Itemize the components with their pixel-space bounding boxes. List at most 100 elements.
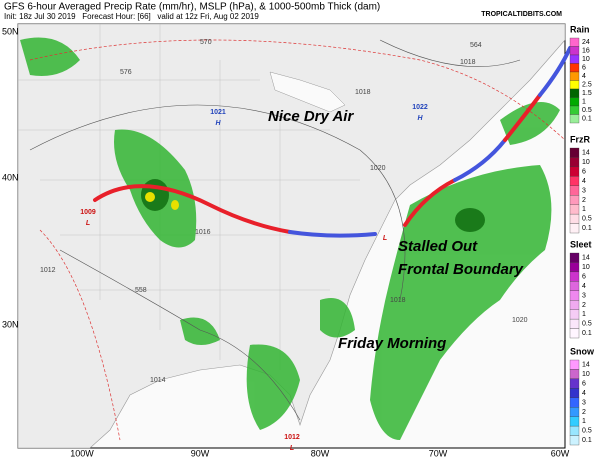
pressure-center: H: [417, 115, 423, 122]
contours: [29, 39, 566, 441]
legend-swatch: [569, 397, 580, 408]
legend-swatch: [569, 290, 580, 301]
lon-label: 70W: [429, 448, 448, 458]
legend-tick: 10: [582, 264, 590, 271]
annotation: Friday Morning: [338, 335, 446, 352]
legend-tick: 6: [582, 380, 586, 387]
legend-tick: 16: [582, 48, 590, 55]
legend-title: Snow: [570, 346, 595, 356]
very-heavy-precip: [145, 192, 179, 210]
lon-label: 100W: [70, 448, 94, 458]
legend-swatch: [569, 114, 580, 124]
lat-label: 40N: [2, 172, 19, 182]
lon-label: 90W: [191, 448, 210, 458]
legend-tick: 0.1: [582, 330, 592, 337]
legend-swatch: [569, 213, 580, 224]
legend-swatch: [569, 105, 580, 115]
frontal-boundary: [93, 46, 572, 238]
legend-tick: 0.1: [582, 225, 592, 232]
legend-tick: 14: [582, 255, 590, 262]
legend-swatch: [569, 54, 580, 64]
legend-tick: 4: [582, 390, 586, 397]
legend-swatch: [569, 425, 580, 436]
pressure-value: 1012: [284, 434, 300, 441]
legend-swatch: [569, 37, 580, 47]
legend-swatch: [569, 204, 580, 215]
pressure-center: L: [290, 445, 294, 452]
legend-tick: 1: [582, 206, 586, 213]
legend-swatch: [569, 416, 580, 427]
subtitle: Init: 18z Jul 30 2019 Forecast Hour: [66…: [4, 12, 259, 21]
isobar-label: 558: [135, 287, 147, 294]
legend-swatch: [569, 378, 580, 389]
legend-swatch: [569, 166, 580, 177]
legend-tick: 2.5: [582, 82, 592, 89]
legend-swatch: [569, 359, 580, 370]
legend-tick: 3: [582, 187, 586, 194]
legend-tick: 0.5: [582, 428, 592, 435]
legend-tick: 14: [582, 150, 590, 157]
legend-swatch: [569, 281, 580, 291]
isobar-label: 1018: [460, 59, 476, 66]
legend-tick: 14: [582, 362, 590, 369]
isobar-label: 1014: [150, 377, 166, 384]
isobar-label: 570: [200, 39, 212, 46]
isobar-label: 1012: [40, 267, 56, 274]
legend-swatch: [569, 271, 580, 282]
legend-tick: 3: [582, 399, 586, 406]
legend-tick: 0.1: [582, 437, 592, 444]
legend-tick: 1: [582, 311, 586, 318]
legend-tick: 2: [582, 302, 586, 309]
legend-swatch: [569, 223, 580, 234]
labels: GFS 6-hour Averaged Precip Rate (mm/hr),…: [2, 2, 595, 459]
legend-tick: 6: [582, 65, 586, 72]
title: GFS 6-hour Averaged Precip Rate (mm/hr),…: [4, 2, 380, 13]
legend-tick: 6: [582, 273, 586, 280]
pressure-center: H: [215, 120, 221, 127]
pressure-center: L: [86, 220, 90, 227]
legend-title: Sleet: [570, 239, 592, 249]
annotation: Stalled Out: [398, 238, 478, 255]
legend-tick: 0.1: [582, 116, 592, 123]
legend-tick: 1: [582, 99, 586, 106]
isobar-label: 564: [470, 42, 482, 49]
legend-swatch: [569, 88, 580, 98]
legend-swatch: [569, 328, 580, 339]
legend-swatch: [569, 157, 580, 168]
legend-swatch: [569, 407, 580, 417]
legend-tick: 4: [582, 178, 586, 185]
annotation: Frontal Boundary: [398, 261, 524, 278]
pressure-center: L: [383, 235, 387, 242]
lon-label: 60W: [551, 448, 570, 458]
legend-swatch: [569, 195, 580, 205]
lat-label: 30N: [2, 319, 19, 329]
legend-tick: 4: [582, 283, 586, 290]
legend-title: Rain: [570, 24, 590, 34]
legend-tick: 1.5: [582, 90, 592, 97]
annotation: Nice Dry Air: [268, 108, 354, 125]
legend-swatch: [569, 71, 580, 81]
legend-tick: 0.5: [582, 321, 592, 328]
pressure-value: 1009: [80, 209, 96, 216]
isobar-label: 1020: [512, 317, 528, 324]
legend-tick: 2: [582, 409, 586, 416]
lat-label: 50N: [2, 26, 19, 36]
pressure-value: 1021: [210, 109, 226, 116]
legend-swatch: [569, 318, 580, 329]
legend-tick: 2: [582, 197, 586, 204]
legend-tick: 0.5: [582, 216, 592, 223]
legend-swatch: [569, 46, 580, 56]
legend-swatch: [569, 300, 580, 310]
legend-swatch: [569, 176, 580, 186]
isobar-label: 1018: [390, 297, 406, 304]
legend-swatch: [569, 388, 580, 398]
legend-swatch: [569, 80, 580, 90]
isobar-label: 1016: [195, 229, 211, 236]
isobar-label: 1018: [355, 89, 371, 96]
legend-swatch: [569, 262, 580, 273]
legend-tick: 6: [582, 168, 586, 175]
legend-swatch: [569, 97, 580, 107]
legend-tick: 4: [582, 73, 586, 80]
legend-tick: 10: [582, 159, 590, 166]
